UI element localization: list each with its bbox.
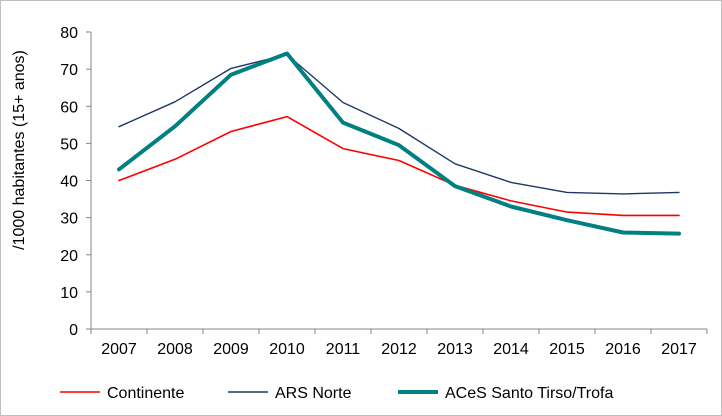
y-tick-label: 70 <box>60 62 78 79</box>
series-line-continente <box>118 115 680 217</box>
x-tick-label: 2013 <box>437 341 473 358</box>
y-axis-title: /1000 habitantes (15+ anos) <box>11 50 28 250</box>
x-tick-label: 2012 <box>381 341 417 358</box>
series-line-aces-santo-tirso-trofa <box>117 51 681 236</box>
legend: Continente ARS Norte ACeS Santo Tirso/Trof… <box>60 385 613 402</box>
x-tick-label: 2017 <box>661 341 697 358</box>
y-tick-label: 50 <box>60 136 78 153</box>
legend-label: ACeS Santo Tirso/Trofa <box>445 385 613 402</box>
x-tick-label: 2007 <box>101 341 137 358</box>
series-lines <box>117 51 681 236</box>
series-line-ars-norte <box>118 53 680 195</box>
y-tick-label: 40 <box>60 174 78 191</box>
legend-label: ARS Norte <box>275 385 352 402</box>
axes <box>90 32 707 330</box>
x-tick-label: 2009 <box>213 341 249 358</box>
x-tick-label: 2011 <box>326 341 361 358</box>
x-tick-label: 2014 <box>493 341 529 358</box>
x-tick-label: 2016 <box>605 341 641 358</box>
x-tick-label: 2010 <box>269 341 305 358</box>
y-axis-ticks: 0 10 20 30 40 50 60 70 80 <box>60 25 91 339</box>
x-axis-ticks: 2007 2008 2009 2010 2011 2012 2013 2014 2015 2016… <box>90 329 708 358</box>
y-tick-label: 0 <box>69 322 78 339</box>
y-tick-label: 10 <box>60 285 78 302</box>
y-tick-label: 20 <box>60 248 78 265</box>
x-tick-label: 2008 <box>157 341 193 358</box>
y-tick-label: 60 <box>60 99 78 116</box>
y-tick-label: 30 <box>60 211 78 228</box>
legend-label: Continente <box>107 385 184 402</box>
y-tick-label: 80 <box>60 25 78 42</box>
x-tick-label: 2015 <box>549 341 585 358</box>
